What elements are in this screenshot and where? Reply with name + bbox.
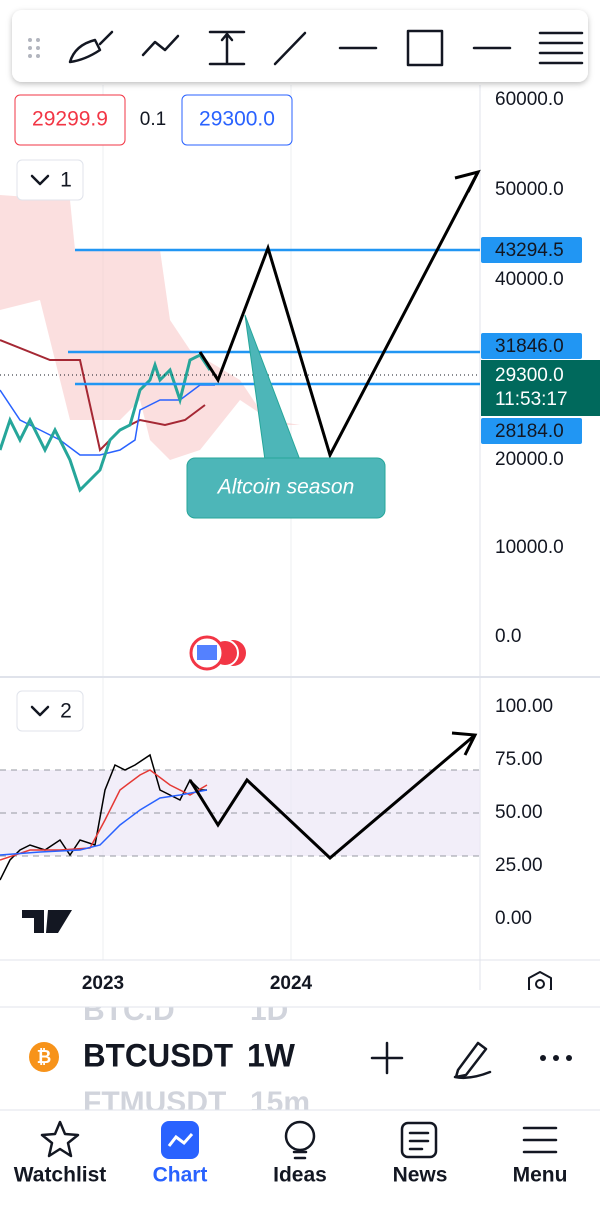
menu-icon[interactable] (522, 1126, 558, 1154)
sell-box[interactable] (14, 94, 126, 146)
last-price-tag (481, 360, 600, 416)
rsi-ma (0, 769, 208, 861)
drag-handle[interactable] (28, 38, 40, 58)
mask (0, 990, 600, 1007)
sell-price: 29299.9 (32, 108, 108, 131)
price-axis-label: 60000.0 (495, 89, 564, 110)
watchlist-icon[interactable] (40, 1120, 80, 1158)
draw-button[interactable] (453, 1041, 492, 1080)
spread: 0.1 (140, 109, 166, 130)
nav-label[interactable]: Watchlist (14, 1164, 107, 1187)
pane-number: 2 (60, 700, 72, 723)
coin-glyph: ₿ (37, 1047, 52, 1067)
nav-label[interactable]: News (393, 1164, 448, 1187)
rsi-axis-label: 100.00 (495, 696, 553, 717)
time-axis-label: 2023 (82, 973, 124, 994)
price-tag-label: 31846.0 (495, 336, 564, 357)
more-tools[interactable] (538, 31, 584, 65)
price-axis-label: 0.0 (495, 626, 521, 647)
price-axis-label: 50000.0 (495, 179, 564, 200)
pane-toggle[interactable] (16, 159, 84, 201)
add-button[interactable] (370, 1041, 404, 1075)
arrow-head (454, 169, 481, 193)
rsi-line (0, 753, 207, 881)
callout-pointer (244, 314, 301, 461)
news-icon[interactable] (400, 1121, 438, 1159)
chart-icon-line (167, 1133, 194, 1147)
flag (197, 645, 217, 660)
measure-tool[interactable] (208, 30, 246, 66)
price-tag-label: 43294.5 (495, 240, 564, 261)
buy-price: 29300.0 (199, 108, 275, 131)
more-button[interactable] (540, 1055, 572, 1061)
coin-icon (29, 1042, 59, 1072)
nav-label[interactable]: Chart (153, 1164, 208, 1187)
rsi-axis-label: 25.00 (495, 855, 543, 876)
path-tool[interactable] (141, 34, 180, 57)
projection-path[interactable] (198, 171, 480, 459)
chevron (30, 174, 50, 186)
nav-bar (0, 1110, 600, 1200)
ideas-icon (292, 1150, 308, 1160)
arrow-head (451, 731, 478, 756)
pane-number: 1 (60, 169, 72, 192)
price-tag (481, 418, 582, 444)
news-icon (408, 1131, 430, 1151)
rsi-axis-label: 0.00 (495, 908, 532, 929)
logo (22, 910, 72, 933)
countdown: 11:53:17 (495, 389, 568, 410)
drawing-toolbar (12, 10, 588, 82)
interval[interactable]: 1W (247, 1037, 296, 1073)
chevron (30, 705, 50, 717)
nav-label[interactable]: Menu (513, 1164, 568, 1187)
price-axis-label: 40000.0 (495, 269, 564, 290)
nav-label[interactable]: Ideas (273, 1164, 327, 1187)
pane-toggle[interactable] (16, 690, 84, 732)
price-axis-label: 20000.0 (495, 449, 564, 470)
brush-tool[interactable] (68, 30, 114, 64)
rsi-ma2 (0, 789, 208, 856)
rsi-axis-label: 75.00 (495, 749, 543, 770)
callout-text: Altcoin season (216, 476, 355, 499)
symbol[interactable]: BTCUSDT (83, 1037, 233, 1073)
callout[interactable] (186, 457, 386, 519)
time-axis-label: 2024 (270, 973, 313, 994)
cloud (0, 195, 300, 460)
rsi-axis-label: 50.00 (495, 802, 543, 823)
buy-box[interactable] (181, 94, 293, 146)
ideas-icon[interactable] (284, 1120, 316, 1152)
trendline-tool[interactable] (273, 31, 307, 66)
rectangle-tool[interactable] (406, 29, 444, 67)
price-tag (481, 237, 582, 263)
last-price: 29300.0 (495, 365, 564, 386)
projection-path[interactable] (188, 733, 476, 861)
settings-icon (535, 979, 545, 989)
price-tag-label: 28184.0 (495, 421, 564, 442)
price-tag (481, 333, 582, 359)
price-axis-label: 10000.0 (495, 537, 564, 558)
